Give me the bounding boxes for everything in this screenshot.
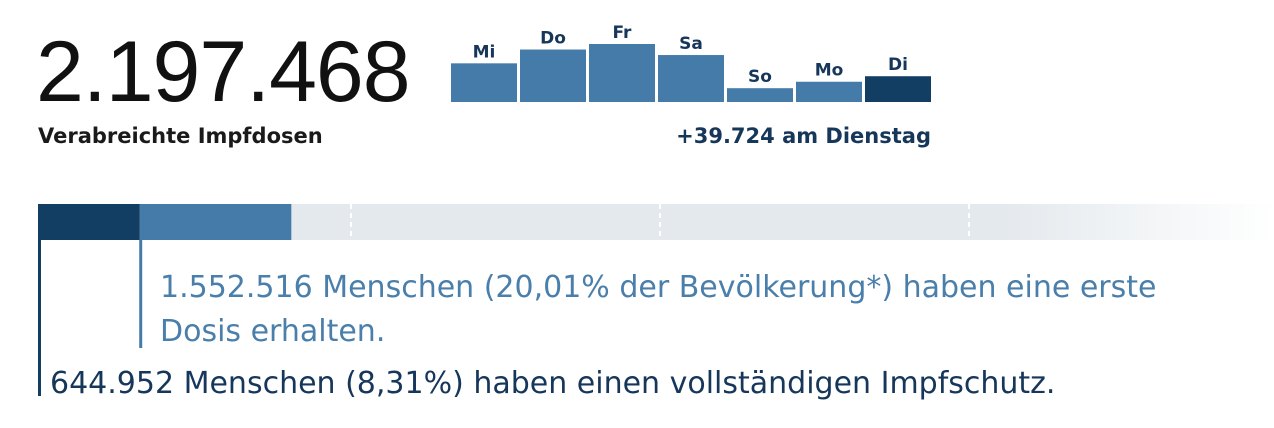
daily-bar-label-sa: Sa — [679, 34, 703, 54]
daily-bar-mi — [451, 63, 517, 102]
daily-bar-di — [865, 76, 931, 102]
daily-bar-label-so: So — [748, 67, 772, 87]
daily-bar-so — [727, 88, 793, 102]
daily-bar-fr — [589, 44, 655, 102]
daily-bar-label-fr: Fr — [613, 23, 633, 43]
full-vaccination-text: 644.952 Menschen (8,31%) haben einen vol… — [50, 366, 1056, 401]
total-doses-value: 2.197.468 — [36, 24, 411, 120]
daily-doses-caption: +39.724 am Dienstag — [676, 124, 931, 148]
first-dose-bar — [139, 204, 292, 240]
daily-bar-label-di: Di — [888, 55, 908, 75]
full-vaccination-bar — [38, 204, 140, 240]
daily-doses-chart: Mi Do Fr Sa So Mo Di — [451, 23, 931, 102]
daily-bar-label-mi: Mi — [473, 42, 496, 62]
vaccination-progress-chart — [38, 204, 1274, 396]
daily-bar-do — [520, 49, 586, 102]
daily-bar-label-mo: Mo — [815, 61, 844, 81]
first-dose-text: 1.552.516 Menschen (20,01% der Bevölkeru… — [160, 270, 1157, 349]
daily-bar-sa — [658, 55, 724, 102]
total-doses-label: Verabreichte Impfdosen — [38, 124, 323, 148]
daily-bar-label-do: Do — [540, 29, 566, 49]
daily-bar-mo — [796, 81, 862, 102]
